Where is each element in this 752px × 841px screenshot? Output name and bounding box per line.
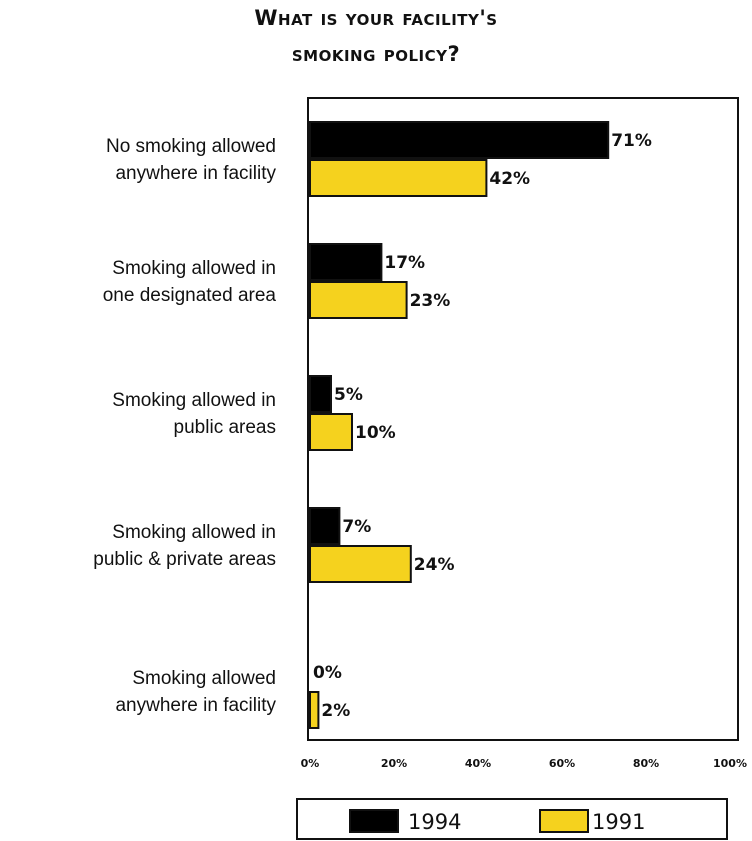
category-label: Smoking allowed in one designated area xyxy=(103,258,277,306)
legend-swatch-1994 xyxy=(349,809,399,833)
bar-1994 xyxy=(309,375,332,413)
data-label-1994: 5% xyxy=(334,385,363,405)
data-label-1994: 71% xyxy=(611,131,652,151)
data-label-1994: 7% xyxy=(342,517,371,537)
category-label-line: anywhere in facility xyxy=(115,695,276,716)
bar-1991 xyxy=(309,691,320,729)
x-tick-label: 20% xyxy=(381,757,407,770)
category-label-line: public areas xyxy=(174,417,276,438)
data-label-1991: 23% xyxy=(410,291,451,311)
category-label-line: No smoking allowed xyxy=(106,136,276,157)
category-label-line: one designated area xyxy=(103,285,277,306)
legend-swatch-1991 xyxy=(539,809,589,833)
category-label: No smoking allowed anywhere in facility xyxy=(106,136,277,184)
x-tick-label: 80% xyxy=(633,757,659,770)
bar-1991 xyxy=(309,413,353,451)
bar-1991 xyxy=(309,281,408,319)
data-label-1991: 2% xyxy=(321,701,350,721)
legend-label-1991: 1991 xyxy=(592,810,645,834)
category-label-line: Smoking allowed xyxy=(132,668,276,689)
bar-1991 xyxy=(309,159,488,197)
x-tick-label: 100% xyxy=(713,757,747,770)
bar-1994 xyxy=(309,243,383,281)
chart-title-line-1: What is your facility's xyxy=(254,6,498,30)
category-label: Smoking allowed in public areas xyxy=(112,390,276,438)
legend-label-1994: 1994 xyxy=(408,810,461,834)
data-label-1991: 42% xyxy=(489,169,530,189)
category-label-line: Smoking allowed in xyxy=(112,522,276,543)
bar-1994 xyxy=(309,121,610,159)
data-label-1994: 17% xyxy=(384,253,425,273)
x-tick-label: 40% xyxy=(465,757,491,770)
category-label-line: public & private areas xyxy=(93,549,276,570)
category-label-line: anywhere in facility xyxy=(115,163,276,184)
data-label-1994: 0% xyxy=(313,663,342,683)
category-label: Smoking allowed anywhere in facility xyxy=(115,668,276,716)
data-label-1991: 24% xyxy=(414,555,455,575)
category-label-line: Smoking allowed in xyxy=(112,390,276,411)
category-label: Smoking allowed in public & private areas xyxy=(93,522,276,570)
x-tick-label: 0% xyxy=(301,757,320,770)
category-label-line: Smoking allowed in xyxy=(112,258,276,279)
chart-title-line-2: smoking policy? xyxy=(291,42,461,66)
bar-1994 xyxy=(309,507,341,545)
data-label-1991: 10% xyxy=(355,423,396,443)
bar-1991 xyxy=(309,545,412,583)
plot-area-frame xyxy=(307,97,739,741)
x-tick-label: 60% xyxy=(549,757,575,770)
